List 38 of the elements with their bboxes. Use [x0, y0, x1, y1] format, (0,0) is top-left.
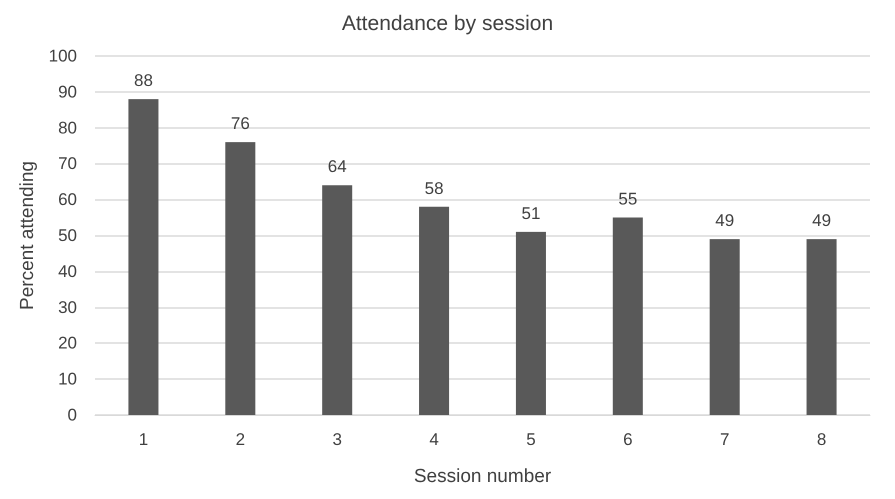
bar [419, 206, 450, 415]
x-axis-title: Session number [414, 466, 552, 487]
data-label: 76 [230, 114, 250, 134]
x-tick-label: 3 [332, 430, 342, 449]
y-tick-label: 100 [48, 46, 77, 66]
bar [225, 142, 256, 415]
data-label: 55 [618, 190, 638, 209]
y-tick-label: 60 [58, 190, 77, 210]
data-label: 64 [328, 157, 347, 176]
x-tick-label: 7 [720, 430, 730, 449]
x-tick-label: 1 [138, 430, 148, 449]
bar [612, 218, 643, 415]
y-tick-label: 50 [58, 226, 77, 245]
bar [322, 185, 352, 415]
y-tick-label: 40 [58, 262, 77, 281]
y-tick-label: 70 [58, 154, 77, 174]
data-label: 49 [812, 211, 832, 230]
x-tick-label: 2 [236, 430, 246, 449]
y-tick-label: 90 [58, 82, 77, 102]
x-tick-label: 5 [526, 430, 536, 449]
chart-title: Attendance by session [342, 12, 554, 35]
y-tick-label: 20 [58, 334, 77, 353]
x-tick-label: 4 [429, 430, 439, 449]
data-label: 58 [424, 178, 444, 198]
bar [710, 239, 740, 415]
bar [806, 239, 837, 415]
bar [516, 232, 546, 415]
y-axis-title: Percent attending [17, 161, 38, 310]
x-tick-label: 8 [816, 430, 826, 449]
bar [128, 99, 158, 415]
x-tick-label: 6 [623, 430, 633, 449]
y-tick-label: 80 [58, 118, 77, 138]
data-label: 51 [521, 204, 540, 223]
data-label: 49 [715, 211, 734, 230]
y-tick-label: 10 [58, 370, 77, 389]
y-tick-label: 30 [58, 298, 77, 317]
data-label: 88 [134, 71, 153, 90]
y-tick-label: 0 [68, 406, 77, 424]
